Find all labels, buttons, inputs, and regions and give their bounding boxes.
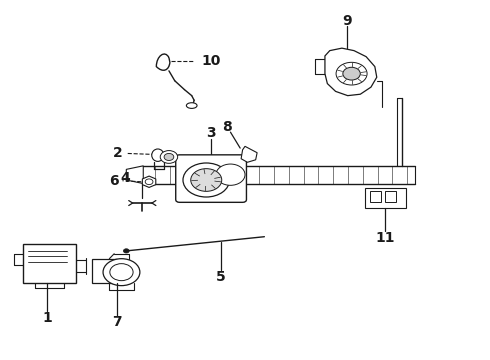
Circle shape	[191, 168, 222, 192]
Circle shape	[145, 179, 153, 185]
Circle shape	[336, 62, 367, 85]
Circle shape	[216, 164, 245, 185]
Polygon shape	[325, 48, 377, 96]
Circle shape	[123, 249, 129, 253]
Circle shape	[103, 259, 140, 285]
Polygon shape	[126, 166, 143, 184]
Circle shape	[164, 153, 174, 161]
FancyBboxPatch shape	[386, 192, 396, 202]
FancyBboxPatch shape	[23, 244, 76, 283]
Text: 3: 3	[206, 126, 216, 140]
FancyBboxPatch shape	[365, 188, 406, 208]
Ellipse shape	[186, 103, 197, 108]
Circle shape	[343, 67, 360, 80]
Ellipse shape	[152, 149, 164, 161]
Circle shape	[110, 264, 133, 281]
Text: 4: 4	[121, 171, 130, 185]
Text: 7: 7	[112, 315, 122, 329]
Text: 11: 11	[376, 231, 395, 246]
Polygon shape	[241, 146, 257, 162]
FancyBboxPatch shape	[93, 259, 117, 283]
Text: 9: 9	[342, 14, 351, 27]
Polygon shape	[143, 176, 156, 188]
Text: 10: 10	[201, 54, 221, 68]
Text: 6: 6	[109, 174, 119, 188]
Circle shape	[160, 150, 178, 163]
Text: 8: 8	[221, 120, 231, 134]
Text: 5: 5	[216, 270, 226, 284]
FancyBboxPatch shape	[176, 155, 246, 202]
FancyBboxPatch shape	[370, 192, 381, 202]
Text: 1: 1	[43, 311, 52, 324]
Text: 2: 2	[113, 147, 122, 161]
Circle shape	[183, 163, 229, 197]
